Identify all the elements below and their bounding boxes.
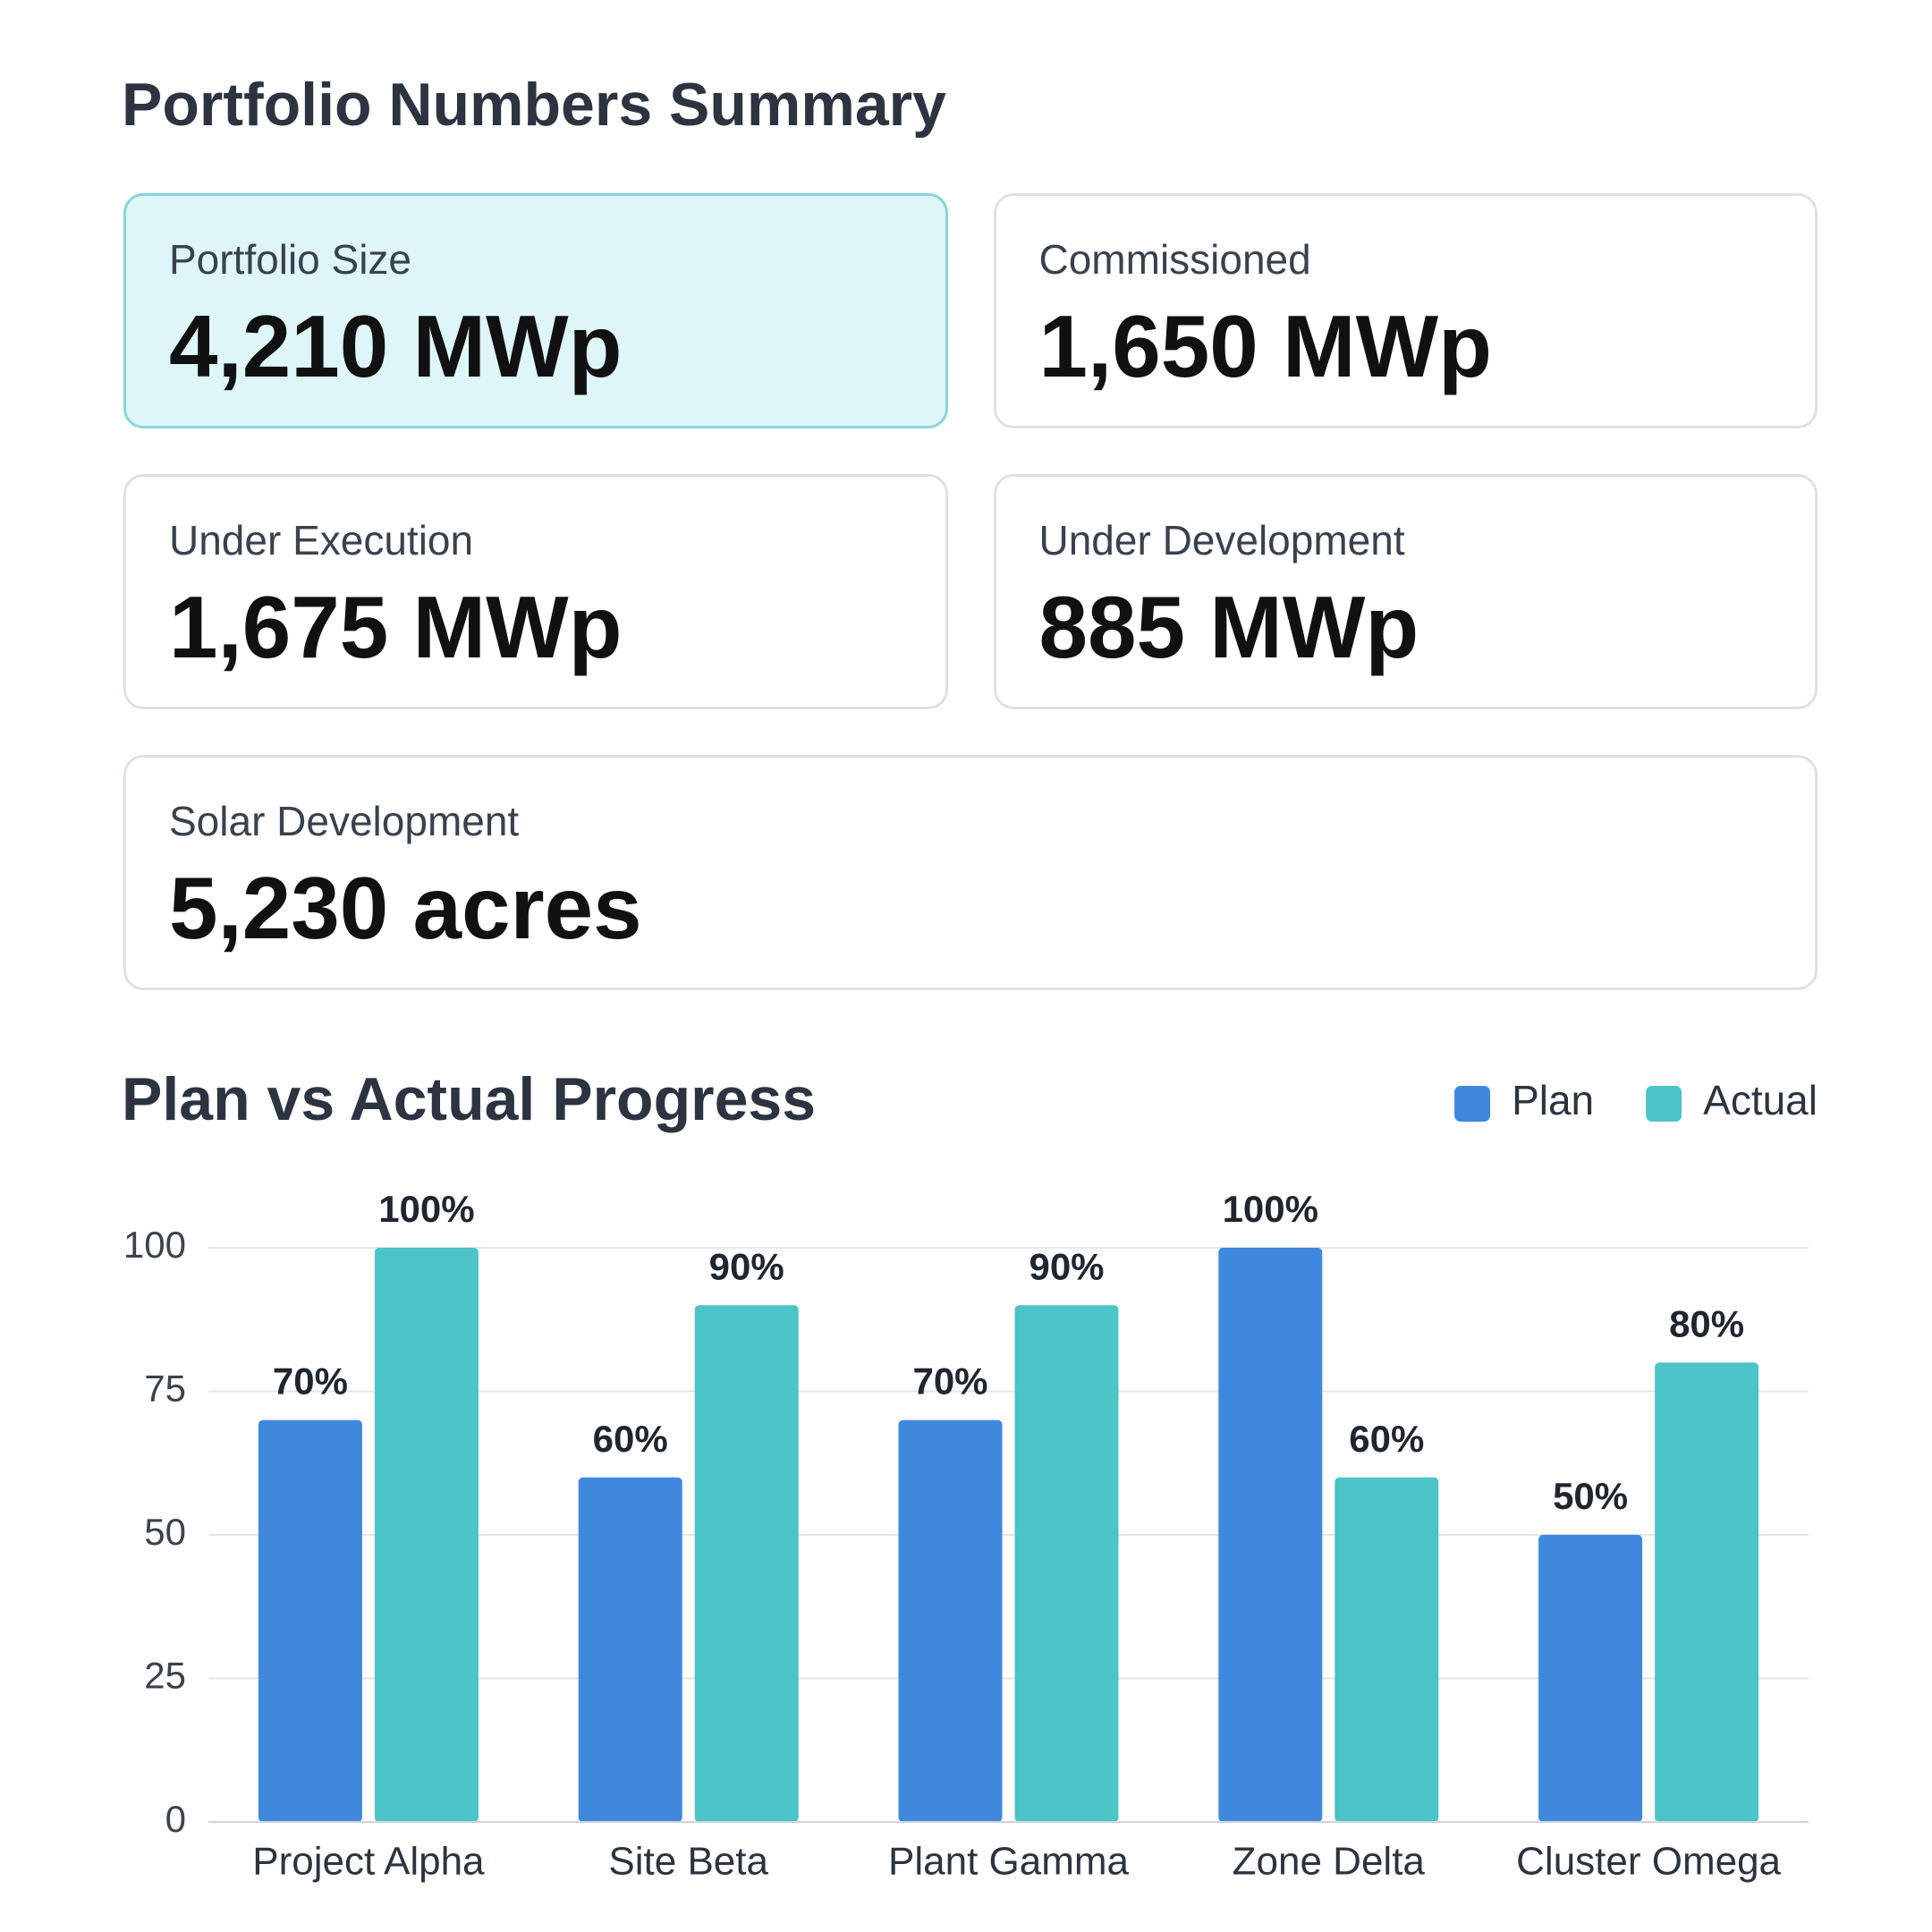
bar (694, 1305, 799, 1822)
metric-card: Solar Development 5,230 acres (123, 755, 1818, 990)
card-value: 4,210 MWp (169, 297, 623, 395)
card-value: 5,230 acres (169, 859, 642, 957)
metric-card: Under Development 885 MWp (993, 474, 1818, 709)
card-value: 1,650 MWp (1038, 297, 1492, 395)
card-label: Portfolio Size (169, 236, 412, 283)
legend-swatch (1454, 1086, 1491, 1122)
value-label: 70% (912, 1360, 987, 1402)
value-label: 70% (273, 1360, 348, 1402)
bar (578, 1477, 682, 1822)
y-tick-label: 0 (165, 1798, 186, 1840)
metric-card: Under Execution 1,675 MWp (123, 474, 948, 709)
card-label: Solar Development (169, 798, 520, 844)
value-label: 60% (1349, 1418, 1424, 1460)
bar (1655, 1362, 1759, 1822)
card-label: Under Development (1038, 517, 1405, 564)
bar (898, 1419, 1003, 1822)
bar (1335, 1477, 1439, 1822)
card-grid: Portfolio Size 4,210 MWp Commissioned 1,650… (123, 193, 1818, 990)
legend-label: Actual (1703, 1077, 1818, 1123)
chart-title: Plan vs Actual Progress (122, 1065, 816, 1133)
x-tick-label: Plant Gamma (888, 1840, 1130, 1884)
value-label: 90% (709, 1245, 784, 1287)
x-tick-label: Project Alpha (252, 1840, 485, 1884)
value-label: 100% (378, 1188, 474, 1230)
card-label: Commissioned (1038, 236, 1311, 283)
card-label: Under Execution (169, 517, 474, 564)
bar (1538, 1535, 1643, 1822)
y-tick-label: 50 (144, 1511, 186, 1553)
y-tick-label: 25 (144, 1655, 186, 1697)
bar (374, 1248, 479, 1822)
value-label: 60% (593, 1418, 668, 1460)
value-label: 50% (1553, 1475, 1628, 1517)
bar (1218, 1248, 1323, 1822)
legend-swatch (1646, 1086, 1682, 1122)
bar (1014, 1305, 1119, 1822)
card-value: 1,675 MWp (169, 578, 623, 676)
x-tick-label: Zone Delta (1233, 1840, 1426, 1884)
value-label: 90% (1029, 1245, 1104, 1287)
legend-label: Plan (1512, 1077, 1594, 1123)
metric-card: Commissioned 1,650 MWp (993, 193, 1818, 428)
value-label: 100% (1223, 1188, 1318, 1230)
x-tick-label: Cluster Omega (1516, 1840, 1781, 1884)
bar (258, 1419, 362, 1822)
metric-card: Portfolio Size 4,210 MWp (123, 193, 948, 428)
page-title: Portfolio Numbers Summary (122, 71, 946, 139)
x-tick-label: Site Beta (608, 1840, 768, 1884)
card-value: 885 MWp (1038, 578, 1419, 676)
y-tick-label: 100 (123, 1224, 186, 1266)
value-label: 80% (1669, 1302, 1744, 1344)
y-tick-label: 75 (144, 1368, 186, 1410)
